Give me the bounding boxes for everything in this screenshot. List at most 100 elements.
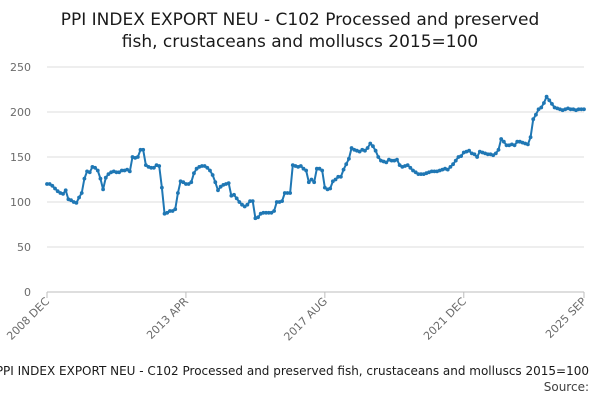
- data-point[interactable]: [467, 148, 472, 153]
- data-point[interactable]: [127, 169, 132, 174]
- data-point[interactable]: [194, 166, 199, 171]
- data-point[interactable]: [61, 192, 65, 196]
- data-point[interactable]: [472, 152, 477, 157]
- data-point[interactable]: [218, 184, 223, 189]
- data-point[interactable]: [475, 155, 480, 159]
- data-point[interactable]: [103, 175, 108, 180]
- data-point[interactable]: [528, 135, 533, 140]
- data-point[interactable]: [165, 210, 170, 215]
- data-point[interactable]: [69, 198, 73, 203]
- data-point[interactable]: [416, 172, 421, 177]
- data-point[interactable]: [143, 163, 148, 168]
- data-point[interactable]: [336, 174, 341, 179]
- data-point[interactable]: [232, 192, 236, 197]
- data-point[interactable]: [501, 139, 506, 144]
- data-point[interactable]: [55, 189, 60, 194]
- data-point[interactable]: [429, 169, 434, 174]
- data-point[interactable]: [582, 107, 586, 112]
- data-point[interactable]: [173, 207, 178, 212]
- data-point[interactable]: [347, 156, 351, 161]
- data-point[interactable]: [45, 182, 49, 186]
- data-point[interactable]: [285, 191, 290, 195]
- data-point[interactable]: [272, 209, 276, 213]
- data-point[interactable]: [493, 151, 498, 156]
- data-point[interactable]: [526, 142, 530, 147]
- data-point[interactable]: [186, 182, 191, 186]
- data-point[interactable]: [63, 188, 68, 193]
- data-point[interactable]: [301, 166, 306, 171]
- data-point[interactable]: [261, 210, 266, 215]
- data-point[interactable]: [330, 179, 335, 184]
- data-point[interactable]: [264, 210, 268, 215]
- data-point[interactable]: [237, 200, 242, 204]
- data-point[interactable]: [338, 174, 343, 179]
- data-point[interactable]: [576, 107, 581, 112]
- data-point[interactable]: [170, 209, 175, 213]
- data-point[interactable]: [210, 173, 215, 177]
- data-point[interactable]: [189, 180, 194, 185]
- data-point[interactable]: [309, 177, 314, 182]
- data-point[interactable]: [82, 176, 87, 181]
- data-point[interactable]: [114, 170, 119, 175]
- data-point[interactable]: [135, 155, 140, 159]
- data-point[interactable]: [248, 199, 252, 204]
- data-point[interactable]: [208, 168, 212, 173]
- data-point[interactable]: [274, 200, 279, 204]
- data-point[interactable]: [213, 180, 218, 185]
- data-point[interactable]: [459, 154, 463, 159]
- data-point[interactable]: [304, 168, 309, 173]
- data-point[interactable]: [453, 158, 458, 163]
- data-point[interactable]: [579, 107, 584, 112]
- data-point[interactable]: [98, 176, 103, 181]
- data-point[interactable]: [157, 164, 162, 168]
- data-point[interactable]: [77, 195, 81, 200]
- data-point[interactable]: [320, 168, 325, 173]
- data-point[interactable]: [496, 147, 501, 152]
- data-point[interactable]: [106, 172, 111, 177]
- data-point[interactable]: [317, 166, 322, 171]
- data-point[interactable]: [79, 191, 84, 195]
- data-point[interactable]: [266, 210, 271, 215]
- data-point[interactable]: [314, 166, 319, 171]
- data-point[interactable]: [363, 148, 367, 153]
- data-point[interactable]: [491, 153, 496, 158]
- data-point[interactable]: [216, 188, 220, 193]
- data-point[interactable]: [234, 196, 239, 201]
- data-point[interactable]: [384, 160, 389, 165]
- data-point[interactable]: [250, 199, 255, 204]
- data-point[interactable]: [568, 107, 573, 112]
- data-point[interactable]: [397, 163, 402, 168]
- data-point[interactable]: [408, 165, 413, 170]
- data-point[interactable]: [95, 168, 100, 173]
- data-point[interactable]: [389, 158, 394, 163]
- data-point[interactable]: [149, 165, 154, 170]
- data-point[interactable]: [515, 139, 520, 144]
- data-point[interactable]: [322, 185, 327, 190]
- data-point[interactable]: [101, 187, 105, 192]
- data-point[interactable]: [344, 162, 349, 167]
- data-point[interactable]: [544, 94, 549, 99]
- data-point[interactable]: [485, 152, 490, 157]
- data-point[interactable]: [531, 117, 536, 122]
- data-point[interactable]: [282, 191, 287, 195]
- data-point[interactable]: [536, 107, 541, 112]
- data-point[interactable]: [357, 149, 362, 154]
- data-point[interactable]: [371, 144, 375, 149]
- data-point[interactable]: [280, 199, 284, 204]
- data-point[interactable]: [53, 186, 57, 191]
- data-point[interactable]: [184, 182, 188, 186]
- data-point[interactable]: [368, 141, 373, 146]
- data-point[interactable]: [504, 143, 509, 148]
- data-point[interactable]: [432, 169, 437, 174]
- data-point[interactable]: [176, 191, 180, 195]
- data-point[interactable]: [74, 201, 79, 205]
- data-point[interactable]: [349, 146, 354, 150]
- data-point[interactable]: [419, 172, 423, 177]
- data-point[interactable]: [87, 170, 92, 175]
- data-point[interactable]: [376, 155, 381, 159]
- data-point[interactable]: [256, 215, 260, 220]
- data-point[interactable]: [413, 170, 418, 175]
- data-point[interactable]: [312, 180, 317, 185]
- data-point[interactable]: [499, 137, 504, 141]
- data-point[interactable]: [547, 98, 552, 103]
